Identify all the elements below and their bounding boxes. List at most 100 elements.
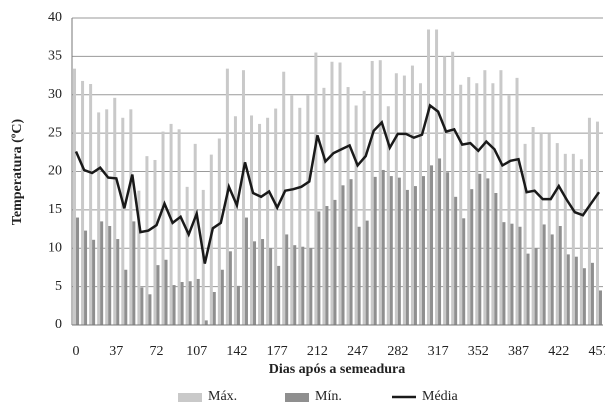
bar: [475, 83, 479, 325]
bar: [421, 176, 425, 325]
legend-label: Máx.: [208, 389, 237, 404]
bar: [486, 178, 490, 325]
bar: [137, 190, 141, 325]
bar: [290, 95, 294, 325]
bar: [362, 90, 366, 325]
bar: [483, 70, 487, 325]
legend-label: Média: [422, 389, 459, 404]
y-tick-label: 20: [48, 164, 62, 179]
bar: [410, 65, 414, 326]
legend-label: Mín.: [315, 389, 342, 404]
bar: [250, 115, 254, 325]
bar: [590, 262, 594, 325]
bar: [499, 70, 503, 325]
bar: [132, 221, 136, 325]
bar: [309, 248, 313, 325]
bar: [470, 189, 474, 325]
bar: [204, 320, 208, 325]
bar: [322, 87, 326, 325]
x-tick-label: 177: [267, 344, 288, 359]
bar: [161, 131, 165, 325]
x-tick-label: 317: [428, 344, 449, 359]
bar: [333, 199, 337, 325]
y-tick-label: 40: [48, 10, 62, 25]
x-tick-label: 107: [186, 344, 207, 359]
bar: [502, 222, 506, 325]
bar: [467, 77, 471, 325]
bar: [212, 291, 216, 325]
bar: [185, 186, 189, 325]
bar: [370, 60, 374, 325]
bar: [534, 248, 538, 325]
bar: [550, 234, 554, 325]
bar: [402, 75, 406, 325]
bar: [598, 290, 602, 325]
x-tick-label: 352: [468, 344, 489, 359]
bar: [558, 225, 562, 325]
bar: [430, 165, 434, 325]
bar: [325, 206, 329, 325]
bar: [73, 68, 77, 325]
bar: [228, 251, 232, 325]
bar: [373, 176, 377, 325]
bar: [113, 97, 117, 325]
bar: [217, 138, 221, 325]
bar: [89, 84, 93, 325]
bar: [153, 159, 157, 325]
bar: [282, 71, 286, 325]
bar: [164, 259, 168, 325]
legend-swatch: [285, 393, 309, 402]
bar: [386, 106, 390, 325]
bar: [446, 172, 450, 325]
bar: [76, 217, 80, 325]
bar: [156, 265, 160, 325]
x-tick-label: 422: [548, 344, 569, 359]
bar: [381, 169, 385, 325]
x-tick-label: 457: [588, 344, 605, 359]
bar: [180, 282, 184, 325]
bar: [306, 95, 310, 325]
x-tick-label: 212: [307, 344, 328, 359]
x-tick-label: 387: [508, 344, 529, 359]
bar: [357, 226, 361, 325]
bar: [405, 189, 409, 325]
bar: [494, 192, 498, 325]
x-tick-label: 72: [149, 344, 163, 359]
bar: [236, 285, 240, 325]
bar: [317, 211, 321, 325]
bar: [277, 265, 281, 325]
x-tick-label: 247: [347, 344, 368, 359]
y-axis-label: Temperatura (ºC): [10, 118, 25, 225]
bar: [394, 73, 398, 325]
bar: [451, 51, 455, 326]
bar: [427, 29, 431, 325]
bar: [571, 153, 575, 325]
bar: [341, 185, 345, 325]
bar: [531, 126, 535, 325]
bar: [121, 117, 125, 326]
bar: [438, 158, 442, 325]
bar: [233, 116, 237, 326]
x-tick-label: 0: [73, 344, 80, 359]
bar: [116, 239, 120, 325]
bar: [349, 179, 353, 325]
bar: [435, 29, 439, 325]
bar: [253, 241, 257, 325]
x-tick-label: 142: [226, 344, 247, 359]
bar: [301, 246, 305, 325]
bar: [177, 129, 181, 325]
bar: [298, 107, 302, 325]
bar: [365, 220, 369, 325]
bar: [579, 159, 583, 325]
x-axis-label: Dias após a semeadura: [269, 362, 406, 377]
bar: [338, 62, 342, 325]
bar: [459, 84, 463, 326]
bar: [574, 256, 578, 325]
bar: [140, 287, 144, 325]
bar: [595, 121, 599, 325]
y-tick-label: 0: [55, 317, 62, 332]
bar: [523, 143, 527, 325]
bar: [478, 173, 482, 325]
legend-swatch: [178, 393, 202, 402]
bar: [462, 218, 466, 325]
